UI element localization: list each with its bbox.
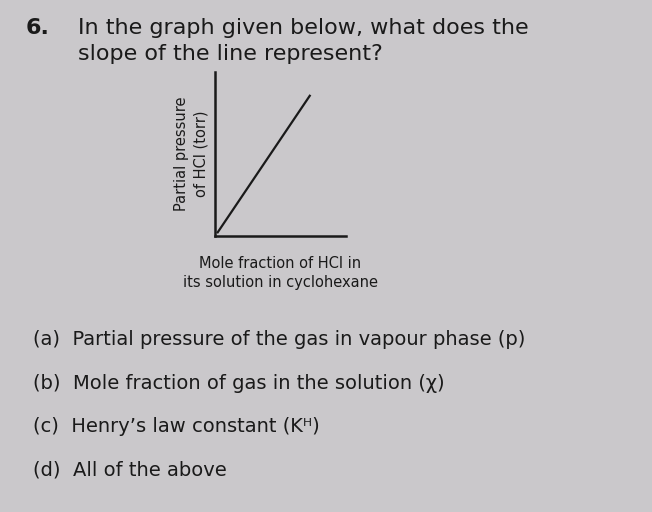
Text: (a)  Partial pressure of the gas in vapour phase (p): (a) Partial pressure of the gas in vapou… [33, 330, 525, 349]
Text: 6.: 6. [26, 18, 50, 38]
Text: Mole fraction of HCl in
its solution in cyclohexane: Mole fraction of HCl in its solution in … [183, 256, 378, 290]
Text: (c)  Henry’s law constant (Kᴴ): (c) Henry’s law constant (Kᴴ) [33, 417, 319, 436]
Y-axis label: Partial pressure
of HCl (torr): Partial pressure of HCl (torr) [174, 96, 208, 211]
Text: (d)  All of the above: (d) All of the above [33, 461, 226, 480]
Text: (b)  Mole fraction of gas in the solution (χ): (b) Mole fraction of gas in the solution… [33, 374, 444, 393]
Text: In the graph given below, what does the
slope of the line represent?: In the graph given below, what does the … [78, 18, 529, 63]
